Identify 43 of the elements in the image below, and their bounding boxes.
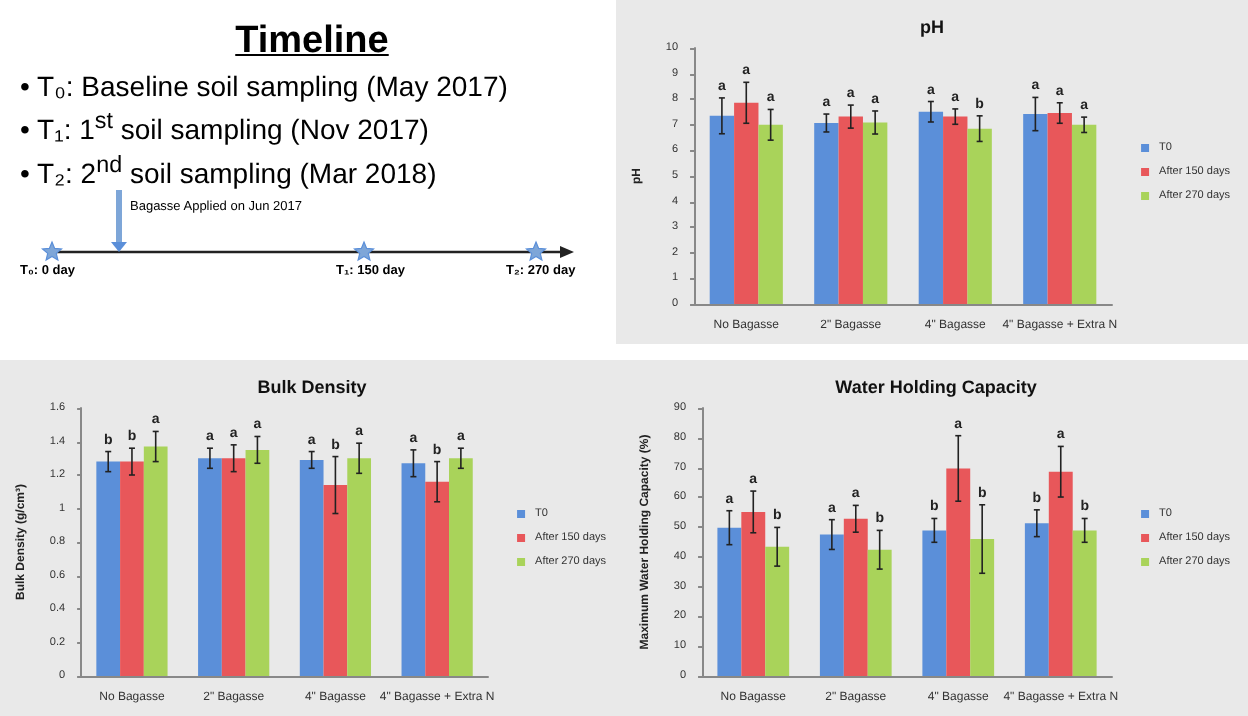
bar <box>198 458 222 676</box>
bar <box>918 111 944 304</box>
bar <box>1024 523 1049 676</box>
bar <box>1047 113 1072 304</box>
text: • T₀: Baseline soil sampling (May 2017) <box>20 68 510 104</box>
bar <box>838 116 863 304</box>
bar <box>814 123 839 304</box>
text: Timeline <box>233 20 391 64</box>
bar <box>862 122 888 304</box>
bar <box>734 102 759 304</box>
bar <box>922 530 947 676</box>
bar <box>401 463 426 676</box>
bar <box>943 116 968 304</box>
bar <box>1071 124 1097 304</box>
bar <box>967 128 992 304</box>
bar <box>819 534 844 676</box>
bar <box>717 527 742 676</box>
bar <box>449 458 473 676</box>
bar <box>1023 114 1048 304</box>
bar <box>1048 471 1073 676</box>
bar <box>299 459 324 676</box>
bar <box>709 115 735 304</box>
text: • T₂: 2$^{nd}$ soil sampling (Mar 2018) <box>20 149 439 191</box>
chart-title: Water Holding Capacity <box>835 377 1037 397</box>
chart-title: Bulk Density <box>257 377 367 397</box>
bar <box>323 485 348 676</box>
bar <box>96 461 121 676</box>
bar <box>758 124 783 304</box>
bar <box>245 449 270 676</box>
bar <box>425 481 449 676</box>
chart-title: pH <box>920 17 944 37</box>
bar <box>347 458 372 676</box>
bar <box>120 461 144 676</box>
bar <box>867 549 892 676</box>
bar <box>741 511 766 676</box>
bar <box>843 518 868 676</box>
bar <box>1072 530 1097 676</box>
bar <box>221 458 246 676</box>
bar <box>970 539 995 676</box>
bar <box>946 468 971 676</box>
bar <box>143 446 168 676</box>
text: • T₁: 1$^{st}$ soil sampling (Nov 2017) <box>20 106 431 148</box>
bar <box>765 546 790 676</box>
